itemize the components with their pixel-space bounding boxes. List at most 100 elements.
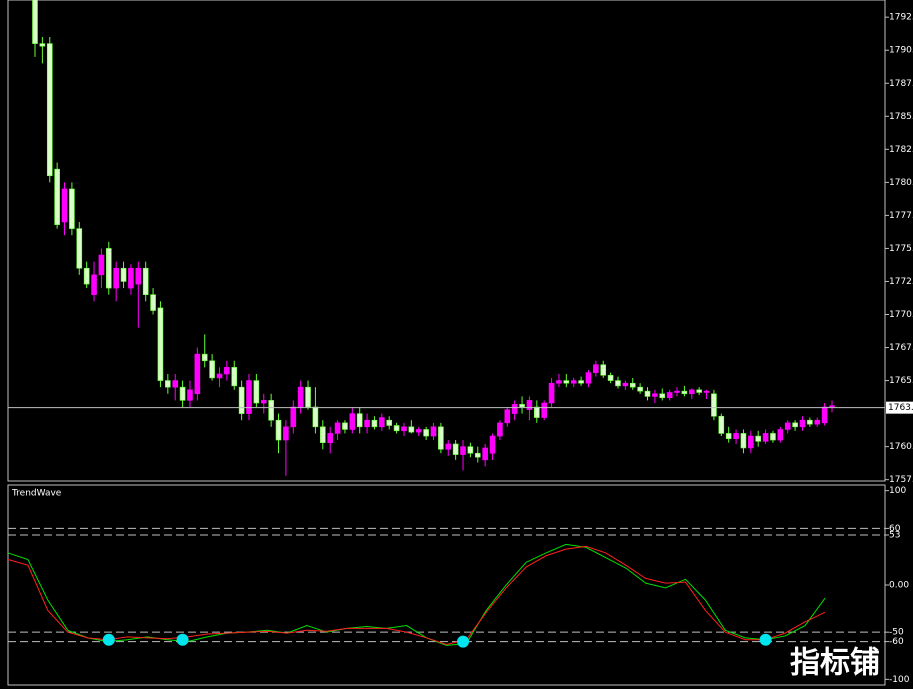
signal-dot — [457, 635, 470, 648]
signal-dot — [176, 633, 189, 646]
candle-body — [379, 417, 385, 428]
candle-body — [209, 360, 215, 379]
y-tick-label: -50 — [889, 628, 904, 638]
candle-body — [105, 248, 112, 289]
y-tick-label: 0.00 — [889, 581, 909, 591]
candle-body — [489, 435, 496, 454]
candle-body — [253, 380, 260, 404]
candle-body — [829, 405, 835, 408]
y-tick-label: -60 — [889, 637, 904, 647]
y-tick-label: 1787. — [889, 79, 913, 89]
candle-body — [290, 406, 297, 428]
candle-body — [637, 386, 643, 392]
candle-body — [681, 390, 688, 395]
candle-body — [534, 406, 540, 418]
candle-body — [497, 422, 503, 437]
candle-body — [142, 267, 149, 295]
candle-body — [54, 168, 60, 225]
candle-body — [342, 422, 348, 430]
candle-body — [76, 228, 83, 269]
candle-body — [570, 380, 577, 384]
candle-body — [644, 390, 651, 397]
candle-body — [452, 443, 459, 455]
candle-body — [401, 426, 407, 432]
candle-body — [305, 386, 311, 408]
candle-body — [415, 429, 422, 433]
signal-dot — [102, 633, 115, 646]
candle-body — [578, 380, 584, 384]
candle-body — [659, 393, 666, 399]
candle-body — [548, 382, 555, 404]
candle-body — [231, 367, 238, 387]
candle-body — [312, 406, 319, 428]
candle-body — [423, 429, 429, 437]
candle-body — [762, 433, 769, 442]
y-tick-label: 1785. — [889, 112, 913, 122]
candle-body — [711, 393, 717, 417]
candle-body — [629, 382, 636, 388]
candle-body — [61, 188, 68, 223]
y-tick-label: 1780. — [889, 178, 913, 188]
candle-body — [172, 380, 179, 388]
candle-body — [460, 446, 466, 455]
candle-body — [39, 43, 46, 47]
candle-body — [393, 425, 400, 432]
y-tick-label: 1790. — [889, 46, 913, 56]
y-tick-label: 1765. — [889, 376, 913, 386]
y-tick-label: 60 — [889, 524, 901, 534]
indicator-line — [7, 545, 826, 645]
candle-body — [349, 413, 356, 430]
candle-body — [386, 419, 393, 426]
candle-body — [430, 426, 437, 437]
candle-body — [740, 433, 747, 449]
candle-body — [179, 386, 186, 401]
y-tick-label: 53 — [889, 531, 900, 541]
y-tick-label: 1757. — [889, 475, 913, 485]
y-tick-label: 1772. — [889, 277, 913, 287]
y-tick-label: 1770. — [889, 310, 913, 320]
candle-body — [467, 446, 474, 454]
candle-body — [224, 367, 230, 375]
candle-body — [777, 429, 784, 441]
candle-body — [799, 419, 806, 428]
candle-body — [519, 404, 525, 408]
candle-body — [725, 433, 732, 440]
candle-body — [83, 267, 90, 285]
last-price-box — [886, 401, 913, 414]
candle-body — [593, 364, 599, 373]
candle-body — [526, 400, 533, 410]
candle-body — [688, 389, 695, 395]
candle-body — [585, 372, 592, 384]
candle-body — [201, 353, 208, 362]
candle-body — [297, 386, 304, 408]
candle-body — [556, 380, 562, 384]
y-tick-label: 100 — [889, 486, 906, 496]
candle-body — [615, 380, 621, 387]
candle-body — [408, 426, 415, 433]
candle-body — [135, 267, 142, 285]
candle-body — [216, 373, 223, 379]
candle-body — [113, 267, 119, 289]
candle-body — [120, 267, 127, 282]
candle-body — [821, 406, 828, 424]
candle-body — [511, 404, 518, 414]
candle-body — [504, 409, 511, 424]
main-pane — [7, 0, 886, 482]
y-tick-label: 1782. — [889, 145, 913, 155]
candle-body — [91, 274, 97, 295]
candle-body — [718, 415, 725, 434]
candle-body — [268, 400, 274, 421]
candle-body — [98, 254, 105, 276]
y-tick-label: 1767. — [889, 343, 913, 353]
y-tick-label: -100 — [889, 675, 910, 685]
candle-body — [238, 386, 245, 414]
candle-body — [482, 447, 488, 461]
candle-body — [438, 426, 444, 450]
candle-body — [696, 389, 702, 393]
candle-body — [703, 390, 710, 393]
indicator-title: TrendWave — [11, 489, 62, 499]
candle-body — [187, 389, 193, 401]
candle-body — [541, 402, 547, 418]
